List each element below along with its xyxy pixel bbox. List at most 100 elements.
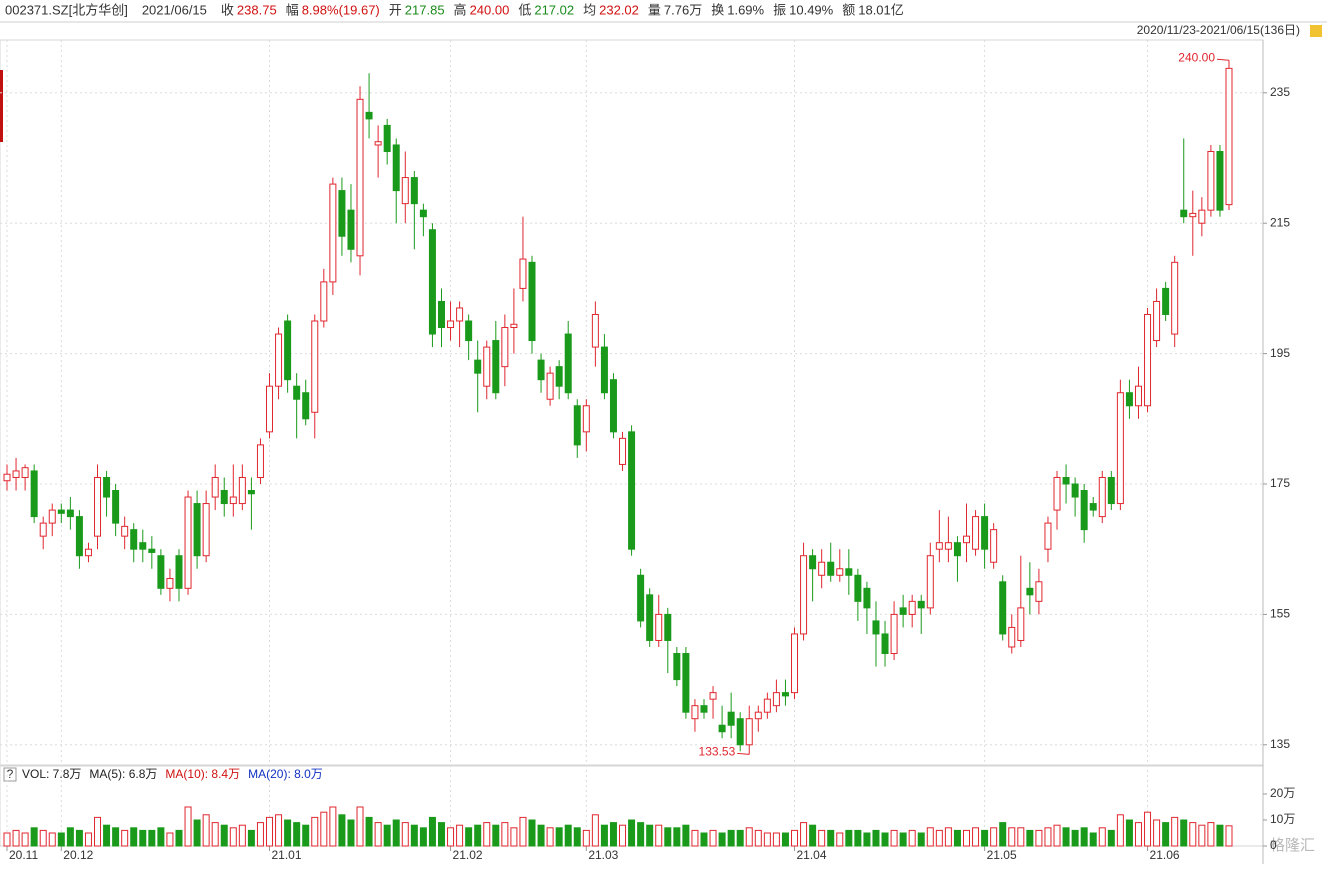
volume-bar [772, 832, 780, 847]
volume-bar [528, 819, 536, 847]
candle-body [184, 496, 192, 589]
legend-item: MA(20): 8.0万 [248, 767, 323, 781]
x-tick-label: 21.01 [272, 848, 302, 862]
candle-body [284, 320, 292, 381]
volume-bar [926, 827, 934, 847]
candle-body [3, 473, 11, 482]
candle-body [854, 574, 862, 602]
watermark: 格隆汇 [1270, 837, 1315, 854]
header-item: 开 [389, 2, 402, 17]
candle-body [437, 300, 445, 329]
volume-bar [456, 824, 464, 847]
candle-body [492, 340, 500, 394]
volume-bar [447, 827, 455, 847]
candle-body [1225, 67, 1233, 206]
candle-body [564, 333, 572, 394]
volume-bar [1225, 825, 1233, 847]
lock-icon[interactable] [1310, 25, 1322, 37]
volume-bar [619, 824, 627, 847]
volume-bar [718, 832, 726, 847]
volume-bar [546, 827, 554, 847]
candle-body [1089, 503, 1097, 511]
volume-bar [238, 824, 246, 847]
header-item: 240.00 [470, 2, 510, 17]
candle-body [944, 542, 952, 550]
help-button[interactable] [3, 767, 17, 782]
candle-body [175, 555, 183, 589]
candle-body [691, 705, 699, 720]
candle-body [447, 320, 455, 329]
x-tick-label: 21.02 [453, 848, 483, 862]
candle-body [637, 574, 645, 622]
candle-body [392, 144, 400, 192]
candle-body [483, 346, 491, 387]
candle-body [57, 509, 65, 514]
volume-bar [392, 819, 400, 847]
header-item: 低 [518, 2, 531, 17]
candle-body [754, 711, 762, 720]
candle-body [727, 711, 735, 726]
candle-body [1053, 476, 1061, 511]
volume-bar [338, 814, 346, 847]
volume-bar [809, 824, 817, 847]
volume-bar [1125, 819, 1133, 847]
annotation-leader [1216, 58, 1230, 61]
volume-bar [21, 832, 29, 847]
candle-body [673, 653, 681, 681]
candle-body [166, 578, 174, 589]
header-item: 238.75 [237, 2, 277, 17]
volume-bar [944, 827, 952, 847]
candle-body [39, 522, 47, 537]
candle-body [383, 124, 391, 152]
candle-body [474, 359, 482, 374]
volume-bar [791, 829, 799, 847]
volume-bar [863, 832, 871, 847]
candle-body [745, 718, 753, 746]
candle-body [311, 320, 319, 413]
volume-bar [1026, 829, 1034, 847]
volume-bar [664, 827, 672, 847]
candle-body [428, 229, 436, 335]
candle-body [1062, 476, 1070, 485]
side-marker [0, 70, 3, 142]
candle-body [256, 444, 264, 478]
candle-body [818, 561, 826, 576]
candle-body [591, 313, 599, 348]
volume-bar [166, 832, 174, 847]
candle-body [275, 333, 283, 387]
candle-body [700, 705, 708, 713]
candle-body [374, 141, 382, 146]
volume-bar [700, 832, 708, 847]
volume-bar [917, 832, 925, 847]
legend-item: MA(5): 6.8万 [89, 767, 157, 781]
volume-bar [854, 829, 862, 847]
y-tick-label: 215 [1270, 215, 1290, 229]
x-tick-label: 21.04 [797, 848, 827, 862]
candle-body [220, 490, 228, 505]
header-item: 收 [221, 2, 234, 17]
candle-body [772, 692, 780, 707]
volume-bar [374, 822, 382, 847]
candle-body [800, 555, 808, 635]
volume-bar [845, 829, 853, 847]
candle-body [75, 516, 83, 557]
candle-body [12, 470, 20, 478]
candle-body [1035, 581, 1043, 602]
help-icon: ? [7, 767, 14, 781]
volume-bar [510, 827, 518, 847]
candle-body [30, 470, 38, 518]
volume-bar [356, 806, 364, 847]
header-item: 振 [773, 2, 786, 17]
volume-bar [591, 814, 599, 847]
volume-bar [800, 822, 808, 847]
volume-bar [818, 829, 826, 847]
volume-bar [745, 827, 753, 847]
volume-bar [691, 829, 699, 847]
candle-body [1116, 392, 1124, 505]
volume-bar [202, 814, 210, 847]
candle-body [329, 183, 337, 283]
x-tick-label: 20.11 [9, 848, 38, 862]
candle-body [66, 509, 74, 518]
volume-bar [754, 829, 762, 847]
